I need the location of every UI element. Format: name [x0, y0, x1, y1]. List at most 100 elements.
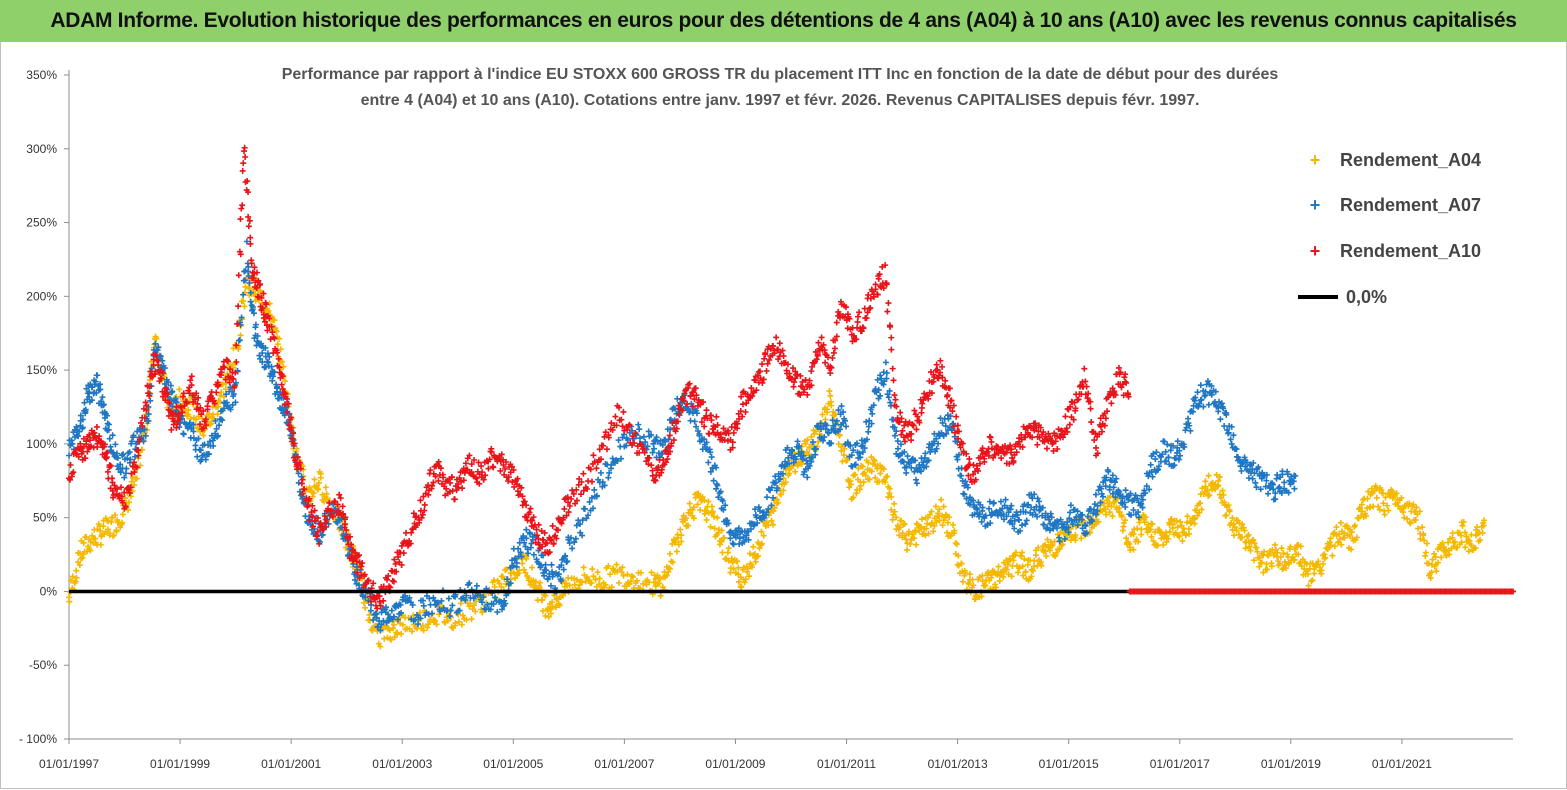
a07-point: [691, 418, 698, 425]
a07-point: [499, 606, 506, 613]
a07-point: [462, 596, 469, 603]
a04-point: [872, 474, 879, 481]
a04-point: [627, 578, 634, 585]
a07-point: [114, 455, 121, 462]
a10-point: [908, 437, 915, 444]
a04-point: [592, 576, 599, 583]
legend-item-a07: + Rendement_A07: [1290, 190, 1481, 220]
a07-point: [157, 353, 164, 360]
a04-point: [537, 579, 544, 586]
a04-point: [549, 599, 556, 606]
a04-point: [1365, 488, 1372, 495]
a07-point: [447, 607, 454, 614]
a07-point: [147, 397, 154, 404]
a04-point: [200, 432, 207, 439]
a07-point: [131, 453, 138, 460]
a04-point: [891, 500, 898, 507]
a04-point: [735, 578, 742, 585]
a04-point: [685, 522, 692, 529]
a04-point: [1141, 519, 1148, 526]
a07-point: [1187, 427, 1194, 434]
a04-point: [1353, 534, 1360, 541]
a04-point: [901, 532, 908, 539]
a04-point: [409, 628, 416, 635]
a04-point: [1398, 494, 1405, 501]
a04-point: [1439, 539, 1446, 546]
a04-point: [463, 616, 470, 623]
a07-point: [512, 555, 519, 562]
a07-point: [491, 594, 498, 601]
a07-point: [437, 608, 444, 615]
a10-point: [761, 355, 768, 362]
a04-point: [1220, 491, 1227, 498]
a07-point: [446, 613, 453, 620]
chart-legend: + Rendement_A04 + Rendement_A07 + Rendem…: [1290, 140, 1500, 315]
a04-point: [1251, 557, 1258, 564]
a10-point: [1087, 405, 1094, 412]
a04-point: [1260, 569, 1267, 576]
a04-point: [539, 596, 546, 603]
a10-point: [666, 432, 673, 439]
a07-point: [445, 595, 452, 602]
chart-title-line-1: Performance par rapport à l'indice EU ST…: [281, 66, 1279, 83]
a07-point: [212, 417, 219, 424]
a10-point: [888, 334, 895, 341]
a07-point: [100, 401, 107, 408]
line-swatch-icon: [1298, 295, 1338, 299]
a10-point: [552, 532, 559, 539]
a07-point: [192, 442, 199, 449]
a04-point: [69, 573, 76, 580]
a10-point: [1066, 421, 1073, 428]
a04-point: [519, 560, 526, 567]
a04-point: [452, 620, 459, 627]
a07-point: [245, 263, 252, 270]
a04-point: [1382, 494, 1389, 501]
a04-point: [1109, 513, 1116, 520]
a04-point: [847, 481, 854, 488]
a04-point: [1012, 549, 1019, 556]
a04-point: [1202, 483, 1209, 490]
a04-point: [1329, 552, 1336, 559]
a07-point: [730, 541, 737, 548]
a04-point: [913, 541, 920, 548]
a07-point: [990, 499, 997, 506]
a07-point: [456, 607, 463, 614]
a04-point: [542, 592, 549, 599]
a04-point: [1221, 499, 1228, 506]
a04-point: [589, 566, 596, 573]
a04-point: [1202, 478, 1209, 485]
a04-point: [1176, 533, 1183, 540]
a07-point: [240, 291, 247, 298]
a10-point: [937, 357, 944, 364]
a10-point: [237, 216, 244, 223]
a04-point: [1044, 536, 1051, 543]
a04-point: [1008, 573, 1015, 580]
a04-point: [1206, 492, 1213, 499]
a04-point: [1229, 515, 1236, 522]
a04-point: [1356, 504, 1363, 511]
a04-point: [277, 346, 284, 353]
a07-point: [86, 393, 93, 400]
a04-point: [711, 525, 718, 532]
a04-point: [388, 636, 395, 643]
a04-point: [778, 491, 785, 498]
a10-point: [831, 345, 838, 352]
a10-point: [417, 497, 424, 504]
a10-point: [897, 409, 904, 416]
a04-point: [922, 532, 929, 539]
a07-point: [123, 465, 130, 472]
a04-point: [677, 526, 684, 533]
a04-point: [1101, 500, 1107, 507]
a04-point: [245, 284, 252, 291]
a07-point: [83, 385, 90, 392]
a04-point: [827, 392, 834, 399]
a04-point: [666, 550, 673, 557]
a04-point: [1010, 557, 1017, 564]
a04-point: [752, 558, 759, 565]
a04-point: [1056, 545, 1063, 552]
a04-point: [1150, 538, 1157, 545]
a07-point: [69, 440, 76, 447]
a04-point: [940, 517, 947, 524]
legend-item-a04: + Rendement_A04: [1290, 145, 1481, 175]
a07-point: [98, 398, 105, 405]
